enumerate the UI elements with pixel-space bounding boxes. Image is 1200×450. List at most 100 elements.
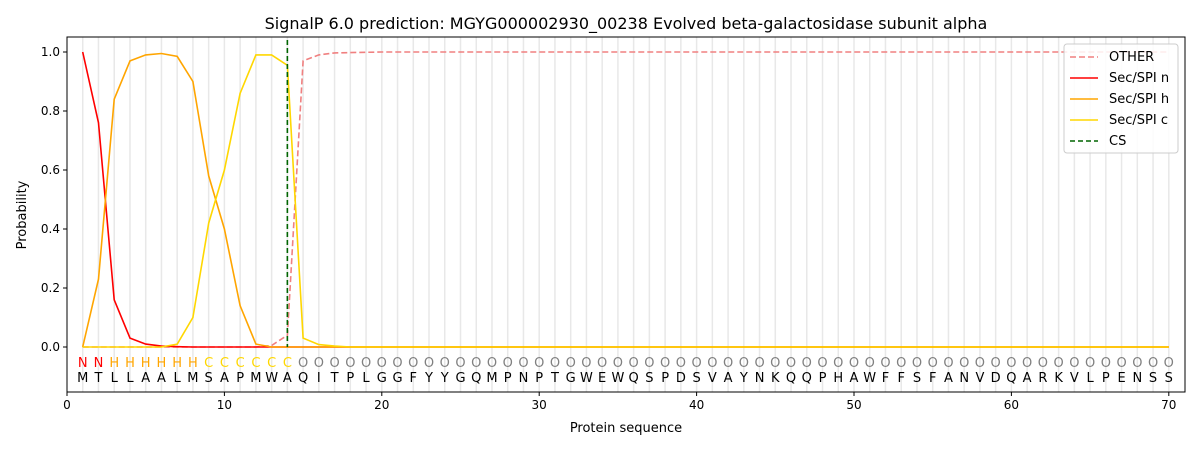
legend-label: Sec/SPI n: [1109, 71, 1169, 86]
residue-label: Q: [1006, 371, 1016, 386]
residue-label: P: [346, 371, 354, 386]
legend-label: Sec/SPI c: [1109, 113, 1168, 128]
residue-label: A: [157, 371, 166, 386]
residue-label: L: [111, 371, 119, 386]
region-label: O: [1116, 356, 1126, 371]
region-label: O: [817, 356, 827, 371]
residue-label: G: [377, 371, 387, 386]
region-label: H: [125, 356, 135, 371]
region-label: O: [1006, 356, 1016, 371]
series-line-sec-spi-h: [81, 52, 1169, 348]
legend-label: OTHER: [1109, 50, 1154, 65]
region-label: O: [1038, 356, 1048, 371]
residue-label: D: [676, 371, 686, 386]
legend-box: [1063, 43, 1179, 154]
region-label: C: [283, 356, 292, 371]
region-label: O: [518, 356, 528, 371]
region-label: O: [943, 356, 953, 371]
y-tick-label: 0.0: [41, 340, 60, 354]
legend-label: CS: [1109, 134, 1126, 149]
region-label: O: [928, 356, 938, 371]
region-label: H: [157, 356, 167, 371]
region-label: C: [204, 356, 213, 371]
residue-label: P: [504, 371, 512, 386]
residue-label: A: [283, 371, 292, 386]
y-tick-label: 0.8: [41, 104, 60, 118]
region-label: O: [345, 356, 355, 371]
residue-label: K: [771, 371, 780, 386]
region-label: O: [377, 356, 387, 371]
residue-label: L: [126, 371, 134, 386]
region-label: O: [361, 356, 371, 371]
plot-frame: [66, 36, 1186, 393]
residue-label: P: [236, 371, 244, 386]
region-label: O: [613, 356, 623, 371]
series-line-sec-spi-c: [82, 54, 1169, 348]
residue-label: S: [205, 371, 213, 386]
region-label: O: [691, 356, 701, 371]
region-label: O: [991, 356, 1001, 371]
y-tick-label: 1.0: [41, 45, 60, 59]
region-label: O: [754, 356, 764, 371]
residue-label: P: [535, 371, 543, 386]
region-label: H: [141, 356, 151, 371]
residue-label: S: [1165, 371, 1173, 386]
residue-label: W: [611, 371, 624, 386]
region-label: O: [566, 356, 576, 371]
residue-label: E: [1117, 371, 1125, 386]
region-label: O: [959, 356, 969, 371]
region-label: O: [1132, 356, 1142, 371]
residue-label: M: [486, 371, 497, 386]
residue-label: N: [1132, 371, 1142, 386]
residue-label: I: [317, 371, 321, 386]
residue-label: K: [1054, 371, 1063, 386]
residue-label: H: [833, 371, 843, 386]
region-label: O: [550, 356, 560, 371]
residue-label: S: [692, 371, 700, 386]
residue-label: G: [393, 371, 403, 386]
region-label: O: [770, 356, 780, 371]
residue-label: W: [265, 371, 278, 386]
residue-label: T: [330, 371, 339, 386]
region-label: O: [833, 356, 843, 371]
residue-label: A: [724, 371, 733, 386]
residue-label: L: [1086, 371, 1094, 386]
region-label: O: [849, 356, 859, 371]
region-label: N: [78, 356, 88, 371]
residue-label: Q: [629, 371, 639, 386]
residue-label: A: [850, 371, 859, 386]
residue-label: F: [882, 371, 889, 386]
region-label: O: [408, 356, 418, 371]
region-label: O: [1085, 356, 1095, 371]
x-tick-label: 20: [374, 398, 389, 412]
residue-label: P: [661, 371, 669, 386]
region-label: C: [236, 356, 245, 371]
region-label: O: [723, 356, 733, 371]
residue-label: Q: [471, 371, 481, 386]
region-label: H: [109, 356, 119, 371]
legend: OTHER Sec/SPI n Sec/SPI h Sec/SPI c CS: [1063, 43, 1179, 154]
residue-label: F: [897, 371, 904, 386]
region-label: O: [896, 356, 906, 371]
residue-label: M: [187, 371, 198, 386]
region-label: C: [267, 356, 276, 371]
region-label: O: [487, 356, 497, 371]
region-label: N: [94, 356, 104, 371]
residue-label: N: [519, 371, 529, 386]
region-label: O: [581, 356, 591, 371]
residue-label: V: [708, 371, 717, 386]
region-label: O: [1022, 356, 1032, 371]
x-tick-label: 40: [689, 398, 704, 412]
residue-label: Y: [739, 371, 748, 386]
region-label: O: [503, 356, 513, 371]
region-label: O: [455, 356, 465, 371]
y-tick-label: 0.2: [41, 281, 60, 295]
x-tick-label: 10: [217, 398, 232, 412]
residue-label: S: [913, 371, 921, 386]
residue-label: N: [959, 371, 969, 386]
region-label: O: [534, 356, 544, 371]
x-tick-label: 0: [63, 398, 71, 412]
region-label: O: [644, 356, 654, 371]
residue-label: V: [975, 371, 984, 386]
